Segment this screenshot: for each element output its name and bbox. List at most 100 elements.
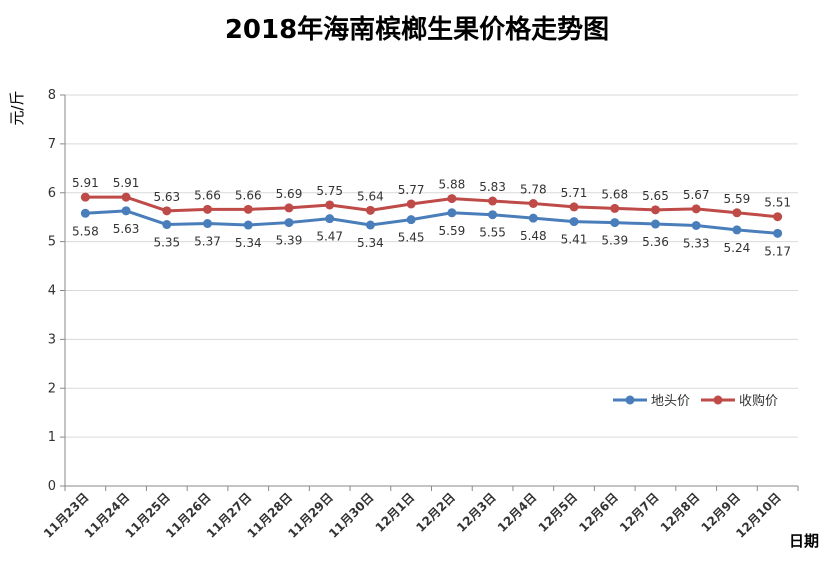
data-point (284, 218, 294, 228)
data-point (773, 212, 783, 222)
data-point (650, 219, 660, 229)
data-point (121, 206, 131, 216)
data-point (284, 203, 294, 213)
data-label: 5.55 (479, 226, 506, 240)
series-line (85, 195, 778, 219)
data-label: 5.67 (683, 188, 710, 202)
data-label: 5.75 (316, 184, 343, 198)
data-label: 5.64 (357, 189, 384, 203)
x-tick-label: 12月3日 (454, 490, 499, 535)
data-point (488, 210, 498, 220)
data-point (569, 202, 579, 212)
x-tick-label: 12月10日 (733, 490, 783, 540)
data-label: 5.39 (601, 234, 628, 248)
data-point (528, 199, 538, 209)
data-label: 5.17 (764, 244, 791, 258)
data-point (447, 208, 457, 218)
y-tick-label: 0 (48, 479, 56, 494)
data-label: 5.83 (479, 180, 506, 194)
data-point (121, 192, 131, 202)
data-label: 5.68 (601, 187, 628, 201)
data-point (406, 215, 416, 225)
legend-marker (625, 395, 635, 405)
data-label: 5.37 (194, 235, 221, 249)
data-point (691, 220, 701, 230)
data-point (80, 192, 90, 202)
y-tick-label: 2 (48, 381, 56, 396)
data-label: 5.88 (439, 178, 466, 192)
x-tick-label: 12月2日 (413, 490, 458, 535)
data-point (365, 205, 375, 215)
data-label: 5.71 (561, 186, 588, 200)
data-label: 5.66 (235, 188, 262, 202)
data-label: 5.91 (72, 176, 99, 190)
data-label: 5.33 (683, 236, 710, 250)
data-point (203, 219, 213, 229)
y-tick-label: 3 (48, 332, 56, 347)
data-label: 5.63 (153, 190, 180, 204)
y-tick-label: 1 (48, 430, 56, 445)
data-point (203, 204, 213, 214)
legend-marker (713, 395, 723, 405)
data-point (528, 213, 538, 223)
data-point (610, 218, 620, 228)
data-point (80, 208, 90, 218)
data-label: 5.59 (439, 224, 466, 238)
data-label: 5.36 (642, 235, 669, 249)
y-tick-labels: 0 1 2 3 4 5 6 7 8 (48, 88, 56, 494)
legend-label: 地头价 (651, 394, 690, 409)
data-point (447, 194, 457, 204)
x-tick-label: 12月6日 (576, 490, 621, 535)
data-label: 5.48 (520, 229, 547, 243)
data-point (162, 220, 172, 230)
data-point (406, 199, 416, 209)
data-point (162, 206, 172, 216)
y-tick-label: 8 (48, 88, 56, 103)
series-group: 5.58 5.63 5.35 5.37 5.34 5.39 5.47 5.34 5.45 5.59… (72, 176, 791, 258)
y-tick-label: 5 (48, 235, 56, 250)
data-label: 5.34 (235, 236, 262, 250)
data-label: 5.66 (194, 188, 221, 202)
data-point (569, 217, 579, 227)
data-point (610, 203, 620, 213)
data-point (243, 220, 253, 230)
y-tick-label: 4 (48, 284, 56, 299)
axes (60, 94, 799, 491)
x-tick-label: 12月7日 (617, 490, 662, 535)
data-label: 5.41 (561, 233, 588, 247)
data-point (773, 228, 783, 238)
data-label: 5.39 (276, 234, 303, 248)
x-tick-labels: 11月23日11月24日11月25日11月26日11月27日11月28日11月2… (41, 490, 784, 540)
data-label: 5.47 (316, 230, 343, 244)
x-tick-label: 11月30日 (326, 490, 376, 540)
data-label: 5.91 (113, 176, 140, 190)
data-point (732, 225, 742, 235)
data-label: 5.35 (153, 236, 180, 250)
y-tick-label: 7 (48, 137, 56, 152)
x-axis-label: 日期 (789, 532, 819, 550)
y-axis-label: 元/斤 (8, 90, 26, 125)
gridlines (65, 94, 798, 438)
data-point (732, 208, 742, 218)
data-label: 5.78 (520, 183, 547, 197)
data-label: 5.45 (398, 231, 425, 245)
legend-label: 收购价 (739, 393, 778, 409)
series-line (85, 209, 778, 235)
data-point (691, 204, 701, 214)
data-label: 5.51 (764, 196, 791, 210)
x-tick-label: 12月1日 (373, 490, 418, 535)
chart-title: 2018年海南槟榔生果价格走势图 (225, 14, 609, 45)
data-label: 5.77 (398, 183, 425, 197)
data-point (325, 214, 335, 224)
data-point (243, 204, 253, 214)
y-tick-label: 6 (48, 186, 56, 201)
x-tick-label: 12月4日 (495, 490, 540, 535)
data-label: 5.34 (357, 236, 384, 250)
data-label: 5.65 (642, 189, 669, 203)
data-point (650, 205, 660, 215)
data-label: 5.69 (276, 187, 303, 201)
data-label: 5.24 (724, 241, 751, 255)
x-tick-label: 12月8日 (658, 490, 703, 535)
data-point (325, 200, 335, 210)
